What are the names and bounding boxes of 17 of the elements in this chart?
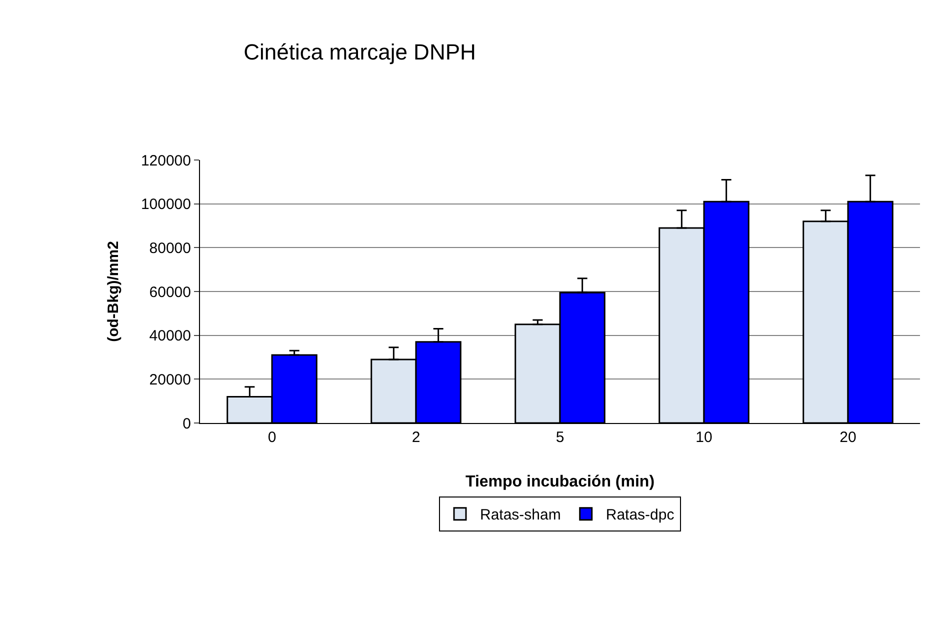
x-tick-label: 20 [840,429,856,446]
y-tick-label: 80000 [149,240,191,257]
y-tick-label: 100000 [140,196,191,214]
x-tick-label: 2 [412,429,420,446]
y-tick-label: 60000 [149,284,191,301]
y-tick-label: 20000 [149,371,191,388]
legend-label: Ratas-dpc [606,506,675,524]
x-axis-title: Tiempo incubación (min) [465,474,655,491]
x-tick-label: 10 [696,429,712,446]
y-tick-label: 120000 [140,152,191,170]
y-axis-title: (od-Bkg)/mm2 [105,241,122,342]
x-tick-label: 0 [268,429,276,446]
chart-title: Cinética marcaje DNPH [244,39,476,64]
y-tick-label: 0 [182,415,191,432]
y-tick-label: 40000 [149,328,191,345]
x-tick-label: 5 [556,429,564,446]
legend-label: Ratas-sham [480,506,561,524]
